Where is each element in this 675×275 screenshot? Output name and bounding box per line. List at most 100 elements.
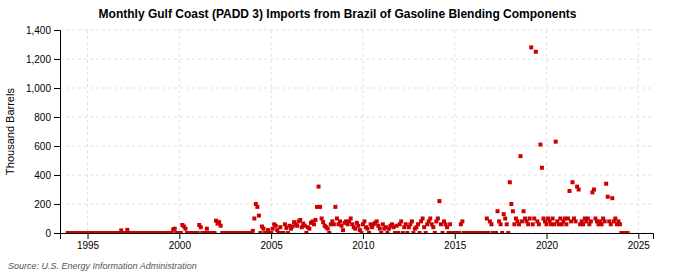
point	[378, 227, 382, 231]
tick: 2000	[169, 233, 192, 251]
point	[486, 231, 490, 233]
tick-label: 1,400	[26, 25, 51, 36]
point	[341, 228, 345, 232]
point	[528, 217, 532, 221]
point	[499, 222, 503, 226]
point	[258, 231, 262, 233]
point	[448, 222, 452, 226]
tick-label: 2000	[169, 240, 192, 251]
tick: 400	[34, 170, 60, 181]
point	[298, 218, 302, 222]
point	[506, 231, 510, 233]
point	[269, 231, 273, 233]
point	[571, 180, 575, 184]
point	[505, 222, 509, 226]
point	[399, 219, 403, 223]
y-axis-title: Thousand Barrels	[4, 88, 16, 175]
grid-line-y	[60, 146, 653, 147]
point	[411, 231, 415, 233]
y-axis: 02004006008001,0001,2001,400	[26, 25, 61, 239]
point	[606, 195, 610, 199]
grid-line-y	[60, 88, 653, 89]
grid-line-x	[638, 30, 639, 233]
point	[610, 196, 614, 200]
tick-label: 0	[45, 228, 51, 239]
tick: 200	[34, 199, 60, 210]
point	[252, 217, 256, 221]
source-note: Source: U.S. Energy Information Administ…	[8, 261, 197, 271]
point	[196, 231, 200, 233]
point	[304, 231, 308, 233]
tick-label: 1,200	[26, 54, 51, 65]
point	[428, 217, 432, 221]
tick-mark	[638, 233, 639, 239]
point	[457, 231, 461, 233]
tick: 1,400	[26, 25, 60, 36]
point	[307, 227, 311, 231]
point	[205, 227, 209, 231]
point	[410, 219, 414, 223]
point	[349, 217, 353, 221]
point	[286, 231, 290, 233]
point	[405, 231, 409, 233]
point	[531, 222, 535, 226]
grid-line-y	[60, 117, 653, 118]
grid-line-x	[362, 30, 363, 233]
tick-mark	[54, 204, 60, 205]
tick: 2005	[261, 233, 284, 251]
point	[551, 217, 555, 221]
point	[424, 231, 428, 233]
grid-line-x	[271, 30, 272, 233]
point	[317, 185, 321, 189]
chart-svg: 1995200020052010201520202025020040060080…	[0, 0, 675, 275]
tick-label: 2010	[352, 240, 375, 251]
point	[509, 202, 513, 206]
tick-mark	[54, 59, 60, 60]
tick-label: 600	[34, 141, 51, 152]
tick-mark	[179, 233, 180, 239]
point	[592, 188, 596, 192]
point	[431, 225, 435, 229]
tick-label: 2020	[536, 240, 559, 251]
point	[537, 222, 541, 226]
point	[567, 189, 571, 193]
title: Monthly Gulf Coast (PADD 3) Imports from…	[99, 7, 577, 21]
tick-label: 2025	[628, 240, 651, 251]
point	[312, 222, 316, 226]
point	[385, 231, 389, 233]
grid-line-y	[60, 30, 653, 31]
point	[366, 227, 370, 231]
point	[314, 218, 318, 222]
tick-mark	[54, 233, 60, 234]
point	[219, 224, 223, 228]
tick-mark	[54, 117, 60, 118]
point	[321, 220, 325, 224]
point	[554, 140, 558, 144]
tick-mark	[547, 233, 548, 239]
point	[367, 231, 371, 233]
tick: 0	[45, 228, 60, 239]
point	[278, 225, 282, 229]
point	[618, 222, 622, 226]
point	[333, 205, 337, 209]
point	[332, 222, 336, 226]
point	[261, 227, 265, 231]
point	[626, 231, 630, 233]
point	[460, 219, 464, 223]
point	[526, 222, 530, 226]
tick-label: 2005	[261, 240, 284, 251]
tick-mark	[363, 233, 364, 239]
tick: 1,000	[26, 83, 60, 94]
point	[283, 222, 287, 226]
tick-label: 200	[34, 199, 51, 210]
tick: 2020	[536, 233, 559, 251]
grid-line-x	[454, 30, 455, 233]
tick: 600	[34, 141, 60, 152]
point	[179, 231, 183, 233]
point	[375, 219, 379, 223]
axis-line	[54, 31, 61, 234]
axis-line	[61, 234, 654, 240]
point	[564, 222, 568, 226]
point	[257, 214, 261, 218]
point	[508, 180, 512, 184]
